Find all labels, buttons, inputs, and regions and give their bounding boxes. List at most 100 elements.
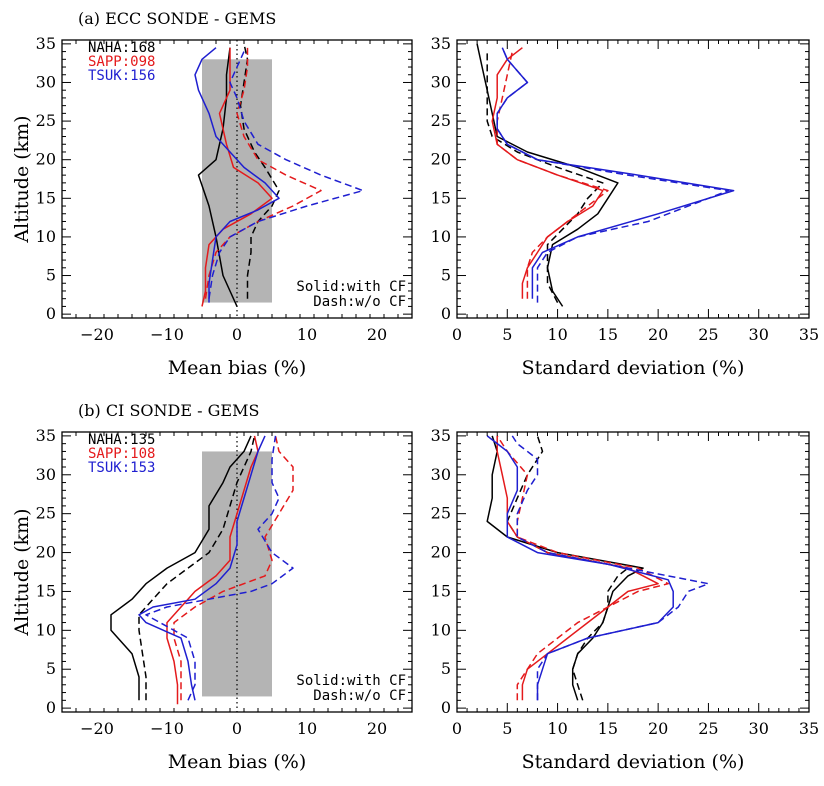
panel-title: (b) CI SONDE - GEMS <box>78 401 259 420</box>
y-tick-label: 30 <box>36 465 56 484</box>
y-tick-label: 20 <box>431 150 451 169</box>
y-tick-label: 10 <box>431 227 451 246</box>
x-tick-label: 15 <box>598 719 618 738</box>
x-tick-label: −20 <box>80 325 114 344</box>
series-line-naha-w-o-cf <box>506 435 629 701</box>
x-tick-label: 30 <box>749 325 769 344</box>
x-tick-label: 5 <box>502 719 512 738</box>
y-tick-label: 10 <box>36 227 56 246</box>
y-tick-label: 5 <box>46 266 56 285</box>
legend-entry: SAPP:108 <box>88 446 155 462</box>
x-tick-label: −10 <box>150 325 184 344</box>
series-line-tsuk-with-cf <box>486 435 674 701</box>
series-line-naha-with-cf <box>476 43 619 307</box>
x-tick-label: 20 <box>367 719 387 738</box>
y-tick-label: 0 <box>46 304 56 323</box>
series-line-tsuk-w-o-cf <box>145 435 294 701</box>
legend-entry: SAPP:098 <box>88 54 155 70</box>
x-tick-label: 10 <box>297 719 317 738</box>
x-tick-label: 20 <box>648 719 668 738</box>
plot-frame <box>456 39 810 319</box>
series-line-tsuk-with-cf <box>138 435 266 701</box>
y-tick-label: 20 <box>36 543 56 562</box>
shaded-band <box>202 451 272 697</box>
panel-0: −20 −10 0 10 20 0 5 10 15 20 25 30 35 Mean bias (%) Al… <box>11 9 413 379</box>
y-axis-title: Altitude (km) <box>11 115 33 243</box>
y-tick-label: 25 <box>431 111 451 130</box>
panel-3: 0 5 10 15 20 25 30 35 0 5 10 15 20 25 30 35 Standard dev… <box>431 426 820 773</box>
y-tick-label: 15 <box>36 581 56 600</box>
x-tick-label: 25 <box>698 325 718 344</box>
series-line-tsuk-with-cf <box>496 47 735 299</box>
y-tick-label: 20 <box>36 150 56 169</box>
legend-entry: NAHA:135 <box>88 432 155 448</box>
y-tick-label: 15 <box>431 188 451 207</box>
y-tick-label: 10 <box>36 620 56 639</box>
y-tick-label: 10 <box>431 620 451 639</box>
series-line-sapp-with-cf <box>201 47 273 307</box>
line-style-note: Dash:w/o CF <box>313 688 406 704</box>
series-line-naha-with-cf <box>486 435 644 701</box>
x-axis-title: Mean bias (%) <box>168 751 307 773</box>
x-tick-label: 25 <box>698 719 718 738</box>
y-tick-label: 35 <box>431 34 451 53</box>
y-tick-label: 25 <box>36 111 56 130</box>
series-line-tsuk-w-o-cf <box>208 51 364 299</box>
y-tick-label: 15 <box>36 188 56 207</box>
y-tick-label: 35 <box>36 426 56 445</box>
series-line-naha-w-o-cf <box>239 43 280 299</box>
x-tick-label: 30 <box>749 719 769 738</box>
x-tick-label: 5 <box>502 325 512 344</box>
x-tick-label: 0 <box>232 719 242 738</box>
panel-1: 0 5 10 15 20 25 30 35 0 5 10 15 20 25 30 35 Standard dev… <box>431 34 820 379</box>
y-tick-label: 0 <box>46 698 56 717</box>
x-tick-label: 0 <box>232 325 242 344</box>
y-tick-label: 15 <box>431 581 451 600</box>
y-tick-label: 5 <box>46 659 56 678</box>
line-style-note: Dash:w/o CF <box>313 294 406 310</box>
x-axis-title: Mean bias (%) <box>168 357 307 379</box>
series-line-sapp-w-o-cf <box>173 435 294 701</box>
series-line-sapp-w-o-cf <box>204 47 322 299</box>
y-tick-label: 35 <box>36 34 56 53</box>
x-axis-title: Standard deviation (%) <box>522 751 745 773</box>
x-tick-label: 10 <box>547 719 567 738</box>
x-tick-label: 20 <box>367 325 387 344</box>
x-tick-label: 0 <box>452 325 462 344</box>
y-tick-label: 35 <box>431 426 451 445</box>
series-line-sapp-with-cf <box>166 435 259 705</box>
y-tick-label: 30 <box>36 72 56 91</box>
series-line-naha-w-o-cf <box>138 435 256 701</box>
series-line-naha-with-cf <box>110 435 252 701</box>
y-tick-label: 0 <box>441 698 451 717</box>
series-line-sapp-with-cf <box>496 435 659 701</box>
y-tick-label: 30 <box>431 72 451 91</box>
line-style-note: Solid:with CF <box>296 673 406 689</box>
x-tick-label: 20 <box>648 325 668 344</box>
x-axis-title: Standard deviation (%) <box>522 357 745 379</box>
y-axis-title: Altitude (km) <box>11 508 33 636</box>
y-tick-label: 30 <box>431 465 451 484</box>
panel-2: −20 −10 0 10 20 0 5 10 15 20 25 30 35 Mean bias (%) Al… <box>11 401 413 773</box>
y-tick-label: 25 <box>36 504 56 523</box>
x-tick-label: −10 <box>150 719 184 738</box>
plot-frame <box>61 39 413 319</box>
y-tick-label: 5 <box>441 266 451 285</box>
series-line-sapp-with-cf <box>491 47 604 299</box>
legend-entry: TSUK:153 <box>88 460 155 476</box>
y-tick-label: 5 <box>441 659 451 678</box>
x-tick-label: 10 <box>547 325 567 344</box>
x-tick-label: 35 <box>799 325 819 344</box>
x-tick-label: −20 <box>80 719 114 738</box>
series-line-tsuk-w-o-cf <box>496 47 730 303</box>
panel-title: (a) ECC SONDE - GEMS <box>78 9 276 28</box>
legend-entry: NAHA:168 <box>88 40 155 56</box>
series-line-naha-with-cf <box>197 47 238 307</box>
y-tick-label: 0 <box>441 304 451 323</box>
series-line-sapp-w-o-cf <box>496 435 669 701</box>
legend-entry: TSUK:156 <box>88 68 155 84</box>
series-line-tsuk-w-o-cf <box>511 435 710 701</box>
y-tick-label: 25 <box>431 504 451 523</box>
x-tick-label: 0 <box>452 719 462 738</box>
